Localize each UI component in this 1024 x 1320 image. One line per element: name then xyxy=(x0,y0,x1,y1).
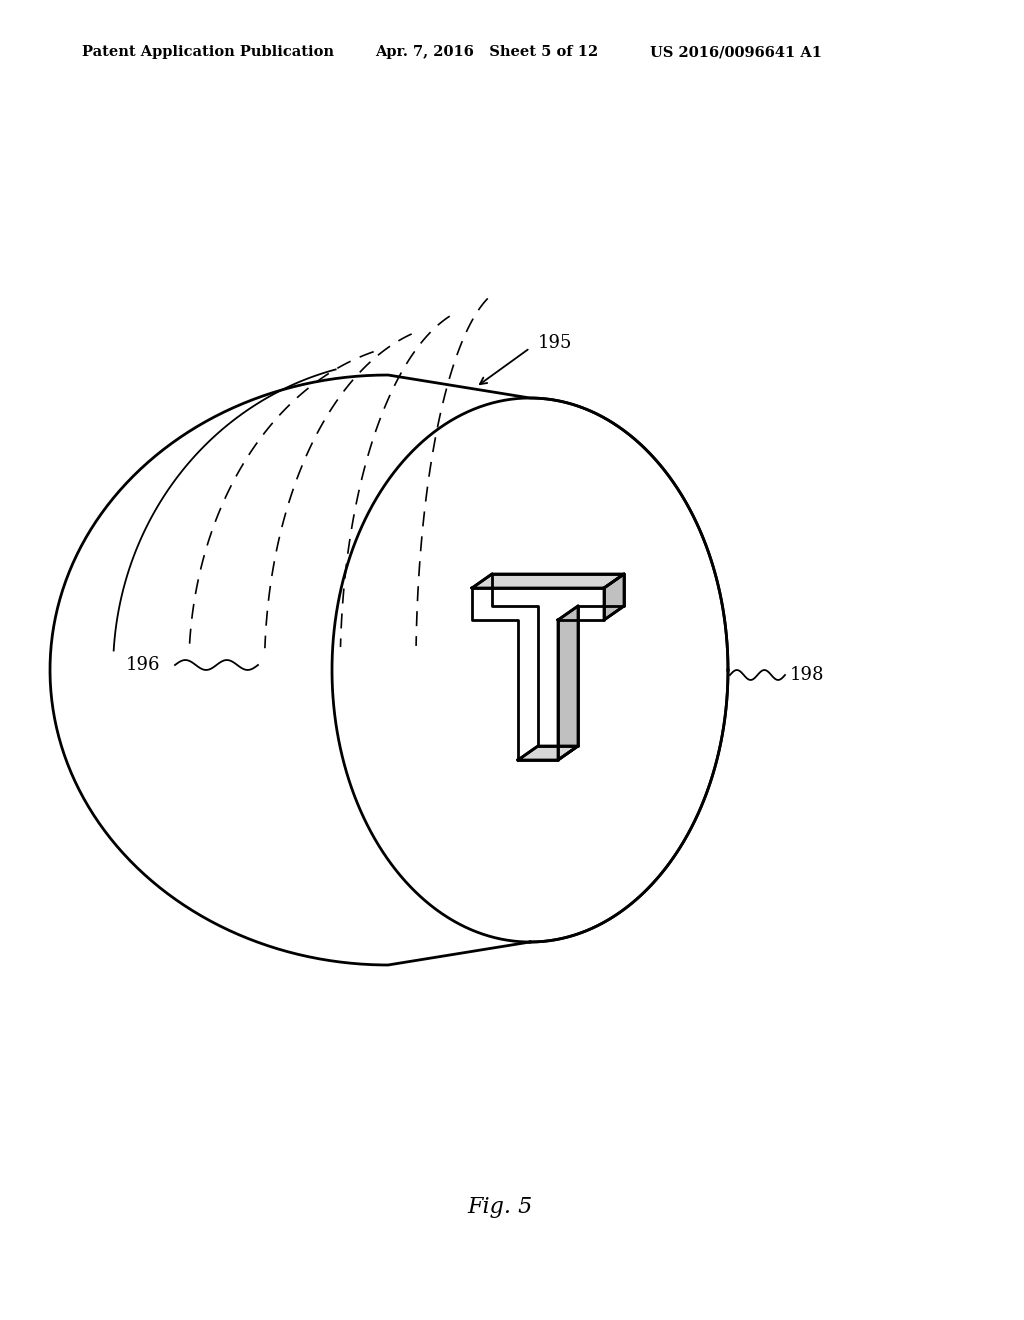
Text: US 2016/0096641 A1: US 2016/0096641 A1 xyxy=(650,45,822,59)
Polygon shape xyxy=(472,574,624,587)
Polygon shape xyxy=(518,746,578,760)
Text: Apr. 7, 2016   Sheet 5 of 12: Apr. 7, 2016 Sheet 5 of 12 xyxy=(375,45,598,59)
Text: 196: 196 xyxy=(126,656,160,675)
Polygon shape xyxy=(558,606,578,760)
Text: Patent Application Publication: Patent Application Publication xyxy=(82,45,334,59)
Text: Fig. 5: Fig. 5 xyxy=(467,1196,532,1218)
Text: 195: 195 xyxy=(538,334,572,352)
Text: 198: 198 xyxy=(790,667,824,684)
Polygon shape xyxy=(604,574,624,620)
